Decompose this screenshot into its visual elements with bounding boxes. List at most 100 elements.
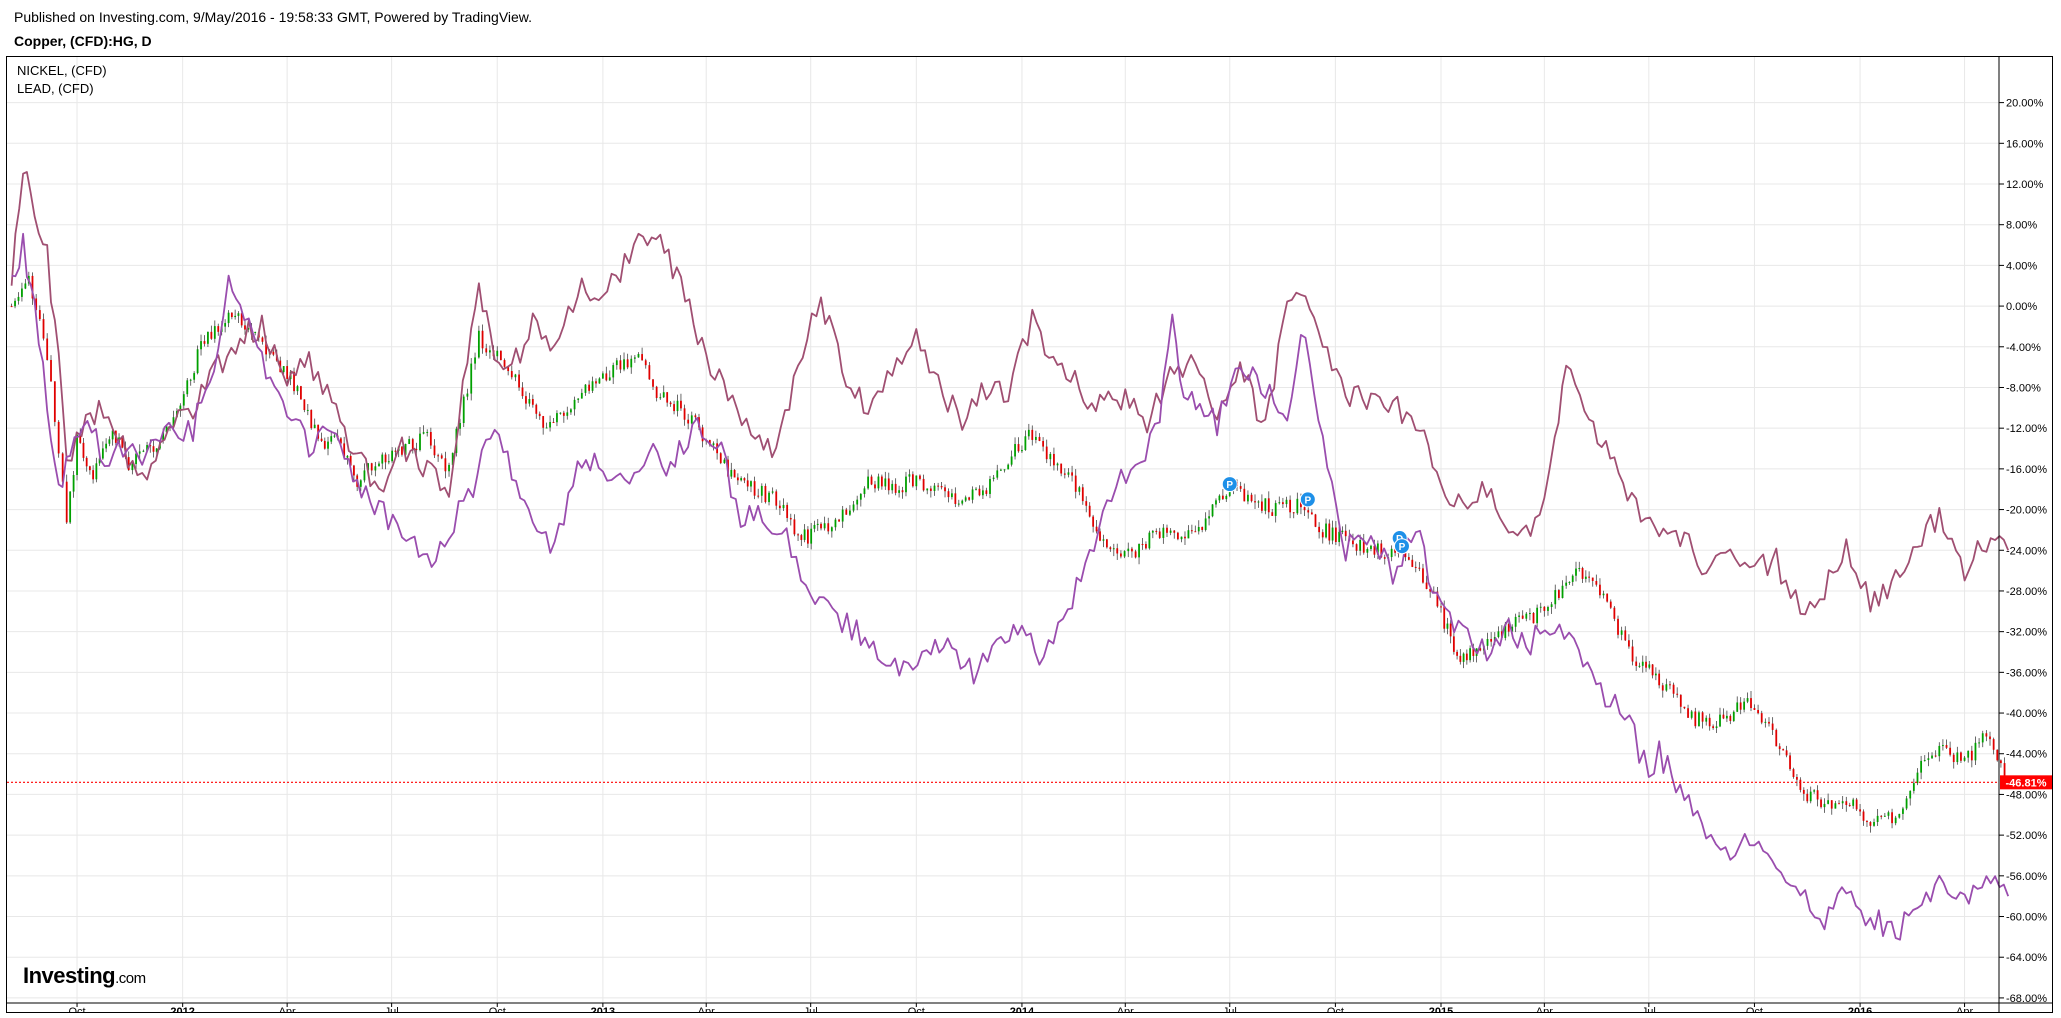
copper-candle [401, 446, 403, 455]
copper-candle [1422, 568, 1424, 583]
x-tick-label: Jul [804, 1006, 818, 1012]
copper-candle [1102, 539, 1105, 541]
copper-candle [82, 442, 85, 458]
copper-candle [820, 523, 822, 529]
copper-candle [891, 483, 894, 491]
copper-candle [1155, 530, 1158, 532]
copper-candle [1920, 760, 1923, 773]
copper-candle [165, 426, 168, 433]
x-tick-label: Oct [68, 1006, 85, 1012]
copper-candle [1303, 507, 1306, 511]
copper-candle [1042, 440, 1045, 447]
copper-candle [1045, 446, 1048, 460]
copper-candle [1960, 752, 1962, 761]
copper-candle [1418, 567, 1421, 569]
copper-candle [1056, 463, 1059, 466]
copper-candle [135, 453, 137, 465]
copper-candle [1665, 684, 1668, 691]
copper-candle [1310, 512, 1313, 515]
y-tick-label: -20.00% [2006, 505, 2047, 517]
copper-candle [1307, 510, 1310, 513]
copper-candle [652, 379, 654, 387]
y-tick-label: -48.00% [2006, 789, 2047, 801]
copper-candle [1370, 545, 1372, 549]
copper-candle [630, 358, 633, 368]
copper-candle [757, 495, 760, 497]
copper-candle [1250, 494, 1253, 502]
copper-candle [1440, 606, 1442, 608]
copper-candle [213, 326, 216, 339]
copper-candle [1683, 706, 1686, 709]
copper-candle [1599, 584, 1601, 596]
copper-candle [24, 283, 27, 289]
copper-candle [1436, 591, 1439, 607]
chart-area[interactable]: PPDP 20.00%16.00%12.00%8.00%4.00%0.00%-4… [6, 56, 2053, 1013]
copper-candle [669, 402, 672, 405]
copper-candle [306, 409, 309, 411]
copper-candle [496, 350, 499, 357]
series-lines [10, 171, 2010, 941]
copper-candle [1722, 714, 1725, 719]
copper-candle [1148, 532, 1151, 549]
copper-candle [1568, 581, 1571, 583]
copper-candle [88, 466, 91, 471]
copper-candle [1736, 702, 1739, 712]
copper-candle [1757, 709, 1759, 714]
copper-candle [764, 485, 767, 503]
copper-candle [1557, 590, 1560, 598]
copper-candle [72, 474, 75, 492]
copper-candle [919, 475, 921, 479]
copper-candle [1641, 661, 1644, 666]
copper-candle [915, 475, 918, 487]
copper-candle [775, 491, 778, 506]
copper-candle [1532, 612, 1535, 624]
event-marker-circle [1221, 476, 1238, 493]
x-tick-label: Apr [1117, 1006, 1134, 1012]
copper-candle [459, 423, 461, 429]
copper-candle [800, 535, 803, 540]
copper-candle [566, 412, 569, 416]
copper-candle [1624, 630, 1627, 641]
copper-candle [1027, 429, 1030, 437]
copper-candle [1923, 760, 1926, 762]
copper-candle [374, 466, 377, 471]
copper-candle [1543, 606, 1546, 611]
copper-candle [1449, 623, 1452, 637]
copper-candle [1411, 559, 1414, 567]
copper-candle [105, 443, 108, 449]
event-markers[interactable]: PPDP [1221, 476, 1410, 555]
copper-candle [1176, 532, 1179, 540]
chart-svg[interactable]: PPDP 20.00%16.00%12.00%8.00%4.00%0.00%-4… [7, 57, 2052, 1012]
copper-candle [1613, 607, 1616, 619]
copper-candle [1239, 486, 1242, 489]
copper-candle [1116, 548, 1119, 554]
copper-candle [224, 323, 227, 327]
copper-candle [1092, 516, 1095, 527]
copper-candle [786, 504, 789, 519]
copper-candle [1996, 749, 1999, 761]
event-marker-p[interactable]: P [1221, 476, 1238, 493]
copper-candle [736, 477, 739, 481]
copper-candle [996, 470, 999, 478]
copper-candle [1472, 648, 1475, 656]
copper-candle [856, 499, 859, 505]
symbol-title: Copper, (CFD):HG, D [14, 33, 152, 49]
y-tick-label: -16.00% [2006, 464, 2047, 476]
copper-candle [2000, 760, 2002, 764]
event-marker-p[interactable]: P [1299, 491, 1316, 508]
copper-candle [1778, 746, 1781, 750]
copper-candle [1796, 776, 1798, 780]
copper-candle [535, 404, 538, 414]
copper-candle [570, 409, 572, 413]
copper-candle [841, 509, 844, 522]
copper-candle [1067, 472, 1070, 475]
copper-candle [964, 497, 967, 501]
event-marker-p[interactable]: P [1393, 538, 1410, 555]
copper-candle [46, 338, 49, 360]
copper-candle [580, 392, 583, 399]
copper-candle [1446, 623, 1449, 629]
investing-logo: Investing.com [23, 963, 146, 989]
copper-candle [411, 439, 414, 449]
nickel-line [10, 171, 2010, 616]
copper-candle [598, 378, 601, 384]
